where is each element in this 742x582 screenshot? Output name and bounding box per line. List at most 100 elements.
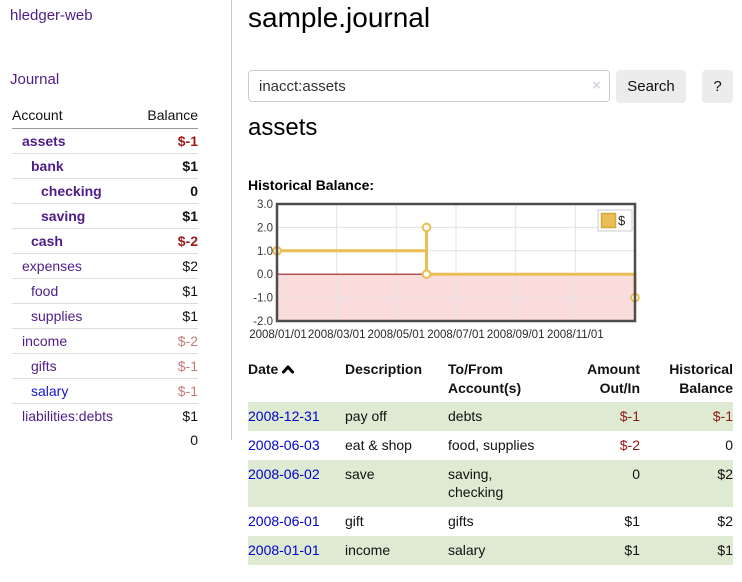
- sort-asc-icon: [282, 365, 295, 374]
- account-row: checking 0: [12, 178, 198, 204]
- svg-text:2.0: 2.0: [257, 222, 273, 234]
- legend-label: $: [618, 213, 626, 228]
- transaction-date-link[interactable]: 2008-01-01: [248, 542, 320, 559]
- account-row: cash $-2: [12, 228, 198, 254]
- account-row: saving $1: [12, 203, 198, 229]
- account-row: income $-2: [12, 328, 198, 354]
- account-link-saving[interactable]: saving: [41, 208, 86, 224]
- svg-text:3.0: 3.0: [257, 199, 273, 211]
- transaction-balance: $2: [717, 513, 733, 530]
- account-balance: $1: [135, 403, 198, 428]
- register-row: 2008-06-01 gift gifts $1 $2: [248, 507, 733, 536]
- account-row: bank $1: [12, 153, 198, 179]
- account-row: gifts $-1: [12, 353, 198, 379]
- transaction-date-link[interactable]: 2008-12-31: [248, 407, 320, 424]
- register-header-date[interactable]: Date: [248, 358, 345, 402]
- account-balance: $1: [135, 153, 198, 179]
- account-row: salary $-1: [12, 378, 198, 404]
- transaction-description: pay off: [345, 407, 387, 424]
- account-link-assets[interactable]: assets: [22, 133, 66, 149]
- account-link-food[interactable]: food: [31, 283, 59, 299]
- account-balance: $-1: [177, 133, 198, 149]
- account-link-salary[interactable]: salary: [31, 383, 69, 399]
- svg-text:2008/11/01: 2008/11/01: [547, 329, 604, 341]
- register-header-balance: Historical Balance: [669, 361, 733, 396]
- historical-balance-chart: $ 3.0 2.0 1.0 0.0 -1.0 -2.0 2008/01/01 2…: [249, 199, 640, 341]
- register-header-description: Description: [345, 361, 423, 377]
- svg-text:2008/05/01: 2008/05/01: [368, 329, 426, 341]
- search-form: × Search ?: [248, 70, 742, 104]
- account-link-bank[interactable]: bank: [31, 158, 64, 174]
- register-row: 2008-12-31 pay off debts $-1 $-1: [248, 401, 733, 431]
- account-link-gifts[interactable]: gifts: [31, 358, 57, 374]
- register-row: 2008-06-03 eat & shop food, supplies $-2…: [248, 431, 733, 460]
- transaction-balance: $2: [717, 465, 733, 482]
- transaction-accounts: gifts: [448, 513, 474, 530]
- data-point-2008-06-01: [421, 222, 432, 233]
- svg-text:-2.0: -2.0: [253, 316, 273, 328]
- register-header-amount: Amount Out/In: [587, 361, 640, 396]
- account-balance: $1: [135, 278, 198, 304]
- account-link-expenses[interactable]: expenses: [22, 258, 82, 274]
- svg-text:0.0: 0.0: [257, 269, 273, 281]
- sidebar: hledger-web Journal Account Balance asse…: [0, 0, 232, 448]
- transaction-date-link[interactable]: 2008-06-02: [248, 465, 320, 482]
- transaction-accounts: saving, checking: [448, 465, 504, 501]
- transaction-description: eat & shop: [345, 436, 412, 453]
- register-table: Date Description To/From Account(s) Amou…: [248, 358, 733, 566]
- sidebar-item-journal[interactable]: Journal: [10, 71, 60, 88]
- transaction-accounts: food, supplies: [448, 436, 535, 453]
- transaction-accounts: debts: [448, 407, 483, 424]
- account-balance: 0: [135, 178, 198, 204]
- accounts-total-row: 0: [12, 428, 198, 452]
- data-point-2008-06-03: [421, 269, 432, 279]
- brand-link[interactable]: hledger-web: [10, 7, 93, 24]
- account-link-checking[interactable]: checking: [41, 183, 102, 199]
- chart-y-ticks: 3.0 2.0 1.0 0.0 -1.0 -2.0: [253, 199, 273, 328]
- svg-text:2008/07/01: 2008/07/01: [427, 329, 485, 341]
- account-balance: $-1: [135, 353, 198, 379]
- account-row: expenses $2: [12, 253, 198, 279]
- account-balance: $1: [135, 203, 198, 229]
- account-row: assets $-1: [12, 129, 198, 154]
- page-title: sample.journal: [248, 2, 431, 33]
- chart-section-label: Historical Balance:: [248, 177, 375, 193]
- account-balance: $2: [135, 253, 198, 279]
- chart-x-ticks: 2008/01/01 2008/03/01 2008/05/01 2008/07…: [249, 329, 603, 341]
- svg-text:2008/09/01: 2008/09/01: [487, 329, 545, 341]
- search-button[interactable]: Search: [616, 70, 686, 103]
- transaction-description: gift: [345, 513, 364, 530]
- account-balance: $-2: [135, 228, 198, 254]
- register-header-accounts: To/From Account(s): [448, 361, 522, 396]
- svg-text:-1.0: -1.0: [253, 293, 273, 305]
- legend-swatch: [600, 212, 617, 229]
- accounts-table: Account Balance assets $-1 bank $1 checkin…: [12, 104, 198, 452]
- account-row: liabilities:debts $1: [12, 403, 198, 428]
- help-button[interactable]: ?: [702, 70, 733, 103]
- transaction-amount: $-2: [619, 436, 640, 453]
- transaction-balance: $1: [717, 542, 733, 559]
- transaction-amount: $-1: [619, 407, 640, 424]
- transaction-description: save: [345, 465, 375, 482]
- transaction-accounts: salary: [448, 542, 486, 559]
- transaction-balance: 0: [725, 436, 733, 453]
- transaction-amount: 0: [632, 465, 640, 482]
- accounts-total-value: 0: [190, 432, 198, 448]
- transaction-date-link[interactable]: 2008-06-03: [248, 436, 320, 453]
- account-link-cash[interactable]: cash: [31, 233, 63, 249]
- transaction-amount: $1: [624, 513, 640, 530]
- search-input[interactable]: [248, 70, 610, 102]
- account-link-liabilities-debts[interactable]: liabilities:debts: [22, 408, 114, 424]
- transaction-balance: $-1: [712, 407, 733, 424]
- transaction-description: income: [345, 542, 391, 559]
- clear-search-icon[interactable]: ×: [592, 77, 601, 94]
- account-row: supplies $1: [12, 303, 198, 329]
- transaction-date-link[interactable]: 2008-06-01: [248, 513, 320, 530]
- register-row: 2008-06-02 save saving, checking 0 $2: [248, 459, 733, 508]
- account-row: food $1: [12, 278, 198, 304]
- account-link-supplies[interactable]: supplies: [31, 308, 83, 324]
- account-link-income[interactable]: income: [22, 333, 68, 349]
- register-row: 2008-01-01 income salary $1 $1: [248, 536, 733, 566]
- svg-text:1.0: 1.0: [257, 246, 273, 258]
